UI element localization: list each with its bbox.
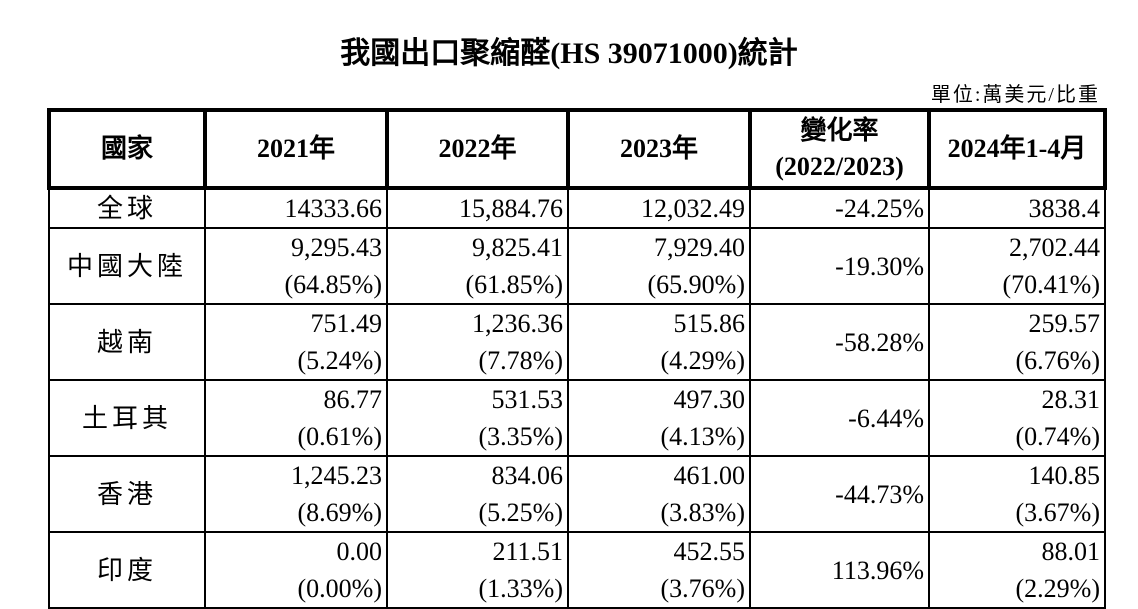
value-line: 86.77	[323, 385, 383, 414]
value-cell: 1,245.23 (8.69%)	[204, 455, 388, 533]
value-line: 531.53	[491, 385, 564, 414]
value-line: (3.67%)	[1015, 498, 1100, 527]
header-cell: 2023年	[566, 108, 752, 190]
value-cell: 211.51 (1.33%)	[386, 531, 569, 609]
recent-cell: 3838.4	[928, 187, 1106, 229]
value-line: 14333.66	[284, 194, 383, 223]
header-line: (2022/2023)	[775, 152, 904, 181]
value-line: 259.57	[1028, 309, 1101, 338]
value-line: 497.30	[673, 385, 746, 414]
value-cell: 834.06 (5.25%)	[386, 455, 569, 533]
value-line: 7,929.40	[654, 233, 745, 262]
value-cell: 461.00 (3.83%)	[567, 455, 751, 533]
header-cell: 變化率 (2022/2023)	[748, 108, 931, 190]
value-line: 140.85	[1028, 461, 1101, 490]
value-cell: 497.30 (4.13%)	[567, 379, 751, 457]
value-line: 461.00	[673, 461, 746, 490]
value-cell: 86.77 (0.61%)	[204, 379, 388, 457]
value-line: 28.31	[1041, 385, 1101, 414]
value-line: 2,702.44	[1009, 233, 1100, 262]
value-line: (2.29%)	[1015, 574, 1100, 603]
export-table: 國家 2021年 2022年 2023年 變化率 (2022/2023) 2024年1-4月…	[47, 108, 1107, 609]
value-line: (61.85%)	[465, 270, 563, 299]
change: -58.28%	[749, 303, 930, 381]
value-line: (0.61%)	[297, 422, 382, 451]
value-line: 452.55	[673, 537, 746, 566]
recent-cell: 88.01 (2.29%)	[928, 531, 1106, 609]
value-line: 211.51	[492, 537, 563, 566]
value-line: (4.29%)	[660, 346, 745, 375]
value-line: (65.90%)	[647, 270, 745, 299]
value-line: (70.41%)	[1002, 270, 1100, 299]
value-cell: 0.00 (0.00%)	[204, 531, 388, 609]
value-cell: 9,295.43 (64.85%)	[204, 227, 388, 305]
row: 印度 0.00 (0.00%) 211.51 (1.33%) 452.55 (3.76%) 1…	[48, 531, 1106, 609]
value-line: 0.00	[336, 537, 383, 566]
change: -24.25%	[749, 187, 930, 229]
row: 香港 1,245.23 (8.69%) 834.06 (5.25%) 461.00 (3.8…	[48, 455, 1106, 533]
value-line: (3.76%)	[660, 574, 745, 603]
value-line: (7.78%)	[478, 346, 563, 375]
value-cell: 12,032.49	[567, 187, 751, 229]
country: 香港	[48, 455, 206, 533]
header-line: 變化率	[800, 116, 879, 145]
recent-cell: 259.57 (6.76%)	[928, 303, 1106, 381]
value-cell: 1,236.36 (7.78%)	[386, 303, 569, 381]
value-line: 9,825.41	[472, 233, 563, 262]
value-line: 3838.4	[1028, 194, 1101, 223]
value-line: (1.33%)	[478, 574, 563, 603]
value-cell: 9,825.41 (61.85%)	[386, 227, 569, 305]
country: 越南	[48, 303, 206, 381]
header-cell: 2021年	[203, 108, 389, 190]
value-line: (0.00%)	[297, 574, 382, 603]
value-cell: 751.49 (5.24%)	[204, 303, 388, 381]
value-line: (64.85%)	[284, 270, 382, 299]
value-line: 9,295.43	[291, 233, 382, 262]
value-line: (4.13%)	[660, 422, 745, 451]
header-cell: 2024年1-4月	[927, 108, 1107, 190]
value-line: 88.01	[1041, 537, 1101, 566]
row: 土耳其 86.77 (0.61%) 531.53 (3.35%) 497.30 (4.13%…	[48, 379, 1106, 457]
country: 全球	[48, 187, 206, 229]
value-cell: 531.53 (3.35%)	[386, 379, 569, 457]
title: 我國出口聚縮醛(HS 39071000)統計	[340, 37, 798, 70]
value-line: (5.25%)	[478, 498, 563, 527]
value-cell: 7,929.40 (65.90%)	[567, 227, 751, 305]
country: 印度	[48, 531, 206, 609]
value-line: (5.24%)	[297, 346, 382, 375]
row: 中國大陸 9,295.43 (64.85%) 9,825.41 (61.85%) 7,92…	[48, 227, 1106, 305]
change: 113.96%	[749, 531, 930, 609]
value-cell: 515.86 (4.29%)	[567, 303, 751, 381]
unit: 單位:萬美元/比重	[930, 84, 1100, 106]
change: -6.44%	[749, 379, 930, 457]
value-line: 834.06	[491, 461, 564, 490]
recent-cell: 28.31 (0.74%)	[928, 379, 1106, 457]
value-line: 12,032.49	[641, 194, 745, 223]
value-line: (8.69%)	[297, 498, 382, 527]
country: 中國大陸	[48, 227, 206, 305]
value-cell: 14333.66	[204, 187, 388, 229]
value-line: 15,884.76	[459, 194, 563, 223]
value-line: 751.49	[310, 309, 383, 338]
country: 土耳其	[48, 379, 206, 457]
change: -19.30%	[749, 227, 930, 305]
value-line: (3.83%)	[660, 498, 745, 527]
change: -44.73%	[749, 455, 930, 533]
row: 全球 14333.66 15,884.76 12,032.49 -24.25% 3838.…	[48, 187, 1106, 229]
value-line: (0.74%)	[1015, 422, 1100, 451]
value-cell: 452.55 (3.76%)	[567, 531, 751, 609]
value-line: 1,236.36	[472, 309, 563, 338]
value-line: (3.35%)	[478, 422, 563, 451]
value-cell: 15,884.76	[386, 187, 569, 229]
recent-cell: 2,702.44 (70.41%)	[928, 227, 1106, 305]
value-line: 1,245.23	[291, 461, 382, 490]
header-cell: 2022年	[385, 108, 570, 190]
row: 越南 751.49 (5.24%) 1,236.36 (7.78%) 515.86 (4.2…	[48, 303, 1106, 381]
header-cell: 國家	[47, 108, 207, 190]
recent-cell: 140.85 (3.67%)	[928, 455, 1106, 533]
value-line: (6.76%)	[1015, 346, 1100, 375]
header-row: 國家 2021年 2022年 2023年 變化率 (2022/2023) 2024年1-4月	[47, 108, 1107, 190]
value-line: 515.86	[673, 309, 746, 338]
